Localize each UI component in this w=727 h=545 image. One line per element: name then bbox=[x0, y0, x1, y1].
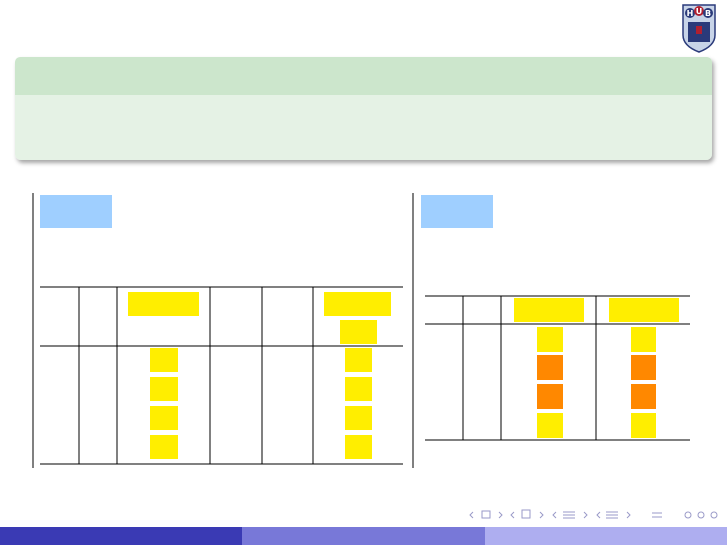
navigation[interactable] bbox=[469, 509, 718, 519]
box bbox=[242, 527, 485, 545]
box[interactable] bbox=[481, 510, 491, 519]
box bbox=[150, 435, 178, 459]
box bbox=[150, 377, 178, 401]
left-column bbox=[32, 193, 403, 468]
logo-letter: U bbox=[696, 7, 703, 16]
box bbox=[631, 384, 656, 409]
shape[interactable] bbox=[583, 511, 588, 519]
shape[interactable] bbox=[498, 511, 503, 519]
shape[interactable] bbox=[697, 511, 705, 519]
logo-letter: B bbox=[705, 9, 711, 18]
box bbox=[345, 377, 372, 401]
box bbox=[421, 195, 493, 228]
box bbox=[631, 413, 656, 438]
box bbox=[537, 355, 563, 380]
shape bbox=[128, 292, 391, 459]
shape[interactable] bbox=[552, 511, 557, 519]
shape[interactable] bbox=[596, 511, 601, 519]
box bbox=[0, 527, 242, 545]
box bbox=[696, 26, 702, 34]
table bbox=[40, 286, 403, 465]
shape bbox=[514, 298, 679, 438]
right-column bbox=[412, 193, 690, 468]
shape bbox=[685, 8, 695, 18]
shape bbox=[703, 8, 713, 18]
box bbox=[150, 406, 178, 430]
box bbox=[609, 298, 679, 322]
box bbox=[631, 327, 656, 352]
shape[interactable] bbox=[606, 511, 618, 519]
box bbox=[537, 413, 563, 438]
shape[interactable] bbox=[563, 511, 575, 519]
block bbox=[15, 57, 712, 160]
footer bbox=[0, 527, 727, 545]
shape[interactable] bbox=[469, 511, 474, 519]
shape[interactable] bbox=[539, 511, 544, 519]
box bbox=[537, 384, 563, 409]
shape[interactable] bbox=[710, 511, 718, 519]
box bbox=[537, 327, 563, 352]
logo-letter: H bbox=[687, 9, 694, 18]
box bbox=[345, 406, 372, 430]
box bbox=[345, 348, 372, 372]
box bbox=[514, 298, 584, 322]
box[interactable] bbox=[521, 509, 531, 519]
box bbox=[340, 320, 377, 344]
box bbox=[485, 527, 727, 545]
box bbox=[150, 348, 178, 372]
box bbox=[128, 292, 199, 316]
shape bbox=[694, 6, 704, 16]
shape[interactable] bbox=[510, 511, 515, 519]
shape bbox=[15, 57, 712, 95]
box bbox=[345, 435, 372, 459]
box bbox=[631, 355, 656, 380]
shape[interactable] bbox=[684, 511, 692, 519]
box bbox=[40, 195, 112, 228]
shape[interactable] bbox=[626, 511, 631, 519]
shape[interactable] bbox=[652, 512, 662, 518]
logo: H U B bbox=[682, 4, 716, 53]
table bbox=[425, 295, 690, 441]
box bbox=[324, 292, 391, 316]
